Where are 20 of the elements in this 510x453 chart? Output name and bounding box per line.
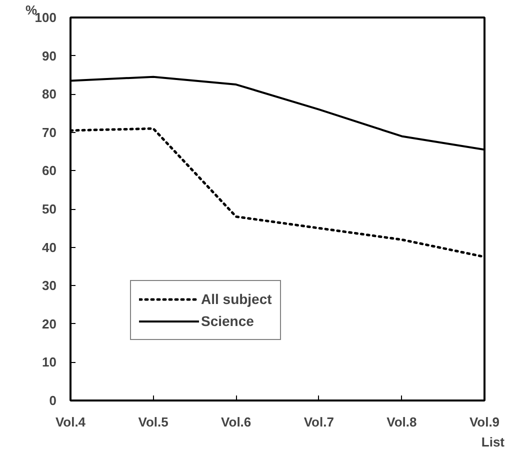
- x-axis-title: List: [481, 434, 506, 450]
- y-tick-label: 40: [42, 240, 57, 255]
- x-tick-label: Vol.6: [221, 414, 252, 430]
- y-tick-label: 80: [42, 86, 57, 102]
- y-tick-label: 0: [49, 393, 57, 408]
- x-tick-label: Vol.8: [386, 414, 417, 430]
- x-tick-label: Vol.5: [138, 414, 168, 430]
- legend-label: All subject: [201, 291, 272, 307]
- legend-label: Science: [201, 313, 254, 329]
- x-tick-label: Vol.4: [55, 414, 86, 430]
- y-tick-label: 90: [42, 48, 57, 64]
- y-tick-label: 50: [42, 202, 57, 216]
- y-tick-label: 30: [42, 278, 57, 294]
- y-tick-label: 60: [42, 163, 57, 178]
- x-tick-label: Vol.7: [304, 414, 334, 430]
- y-tick-label: 10: [42, 354, 57, 370]
- y-axis-title: %: [26, 2, 38, 18]
- y-tick-label: 20: [42, 316, 57, 332]
- y-tick-label: 70: [42, 124, 57, 140]
- x-tick-label: Vol.9: [469, 414, 500, 430]
